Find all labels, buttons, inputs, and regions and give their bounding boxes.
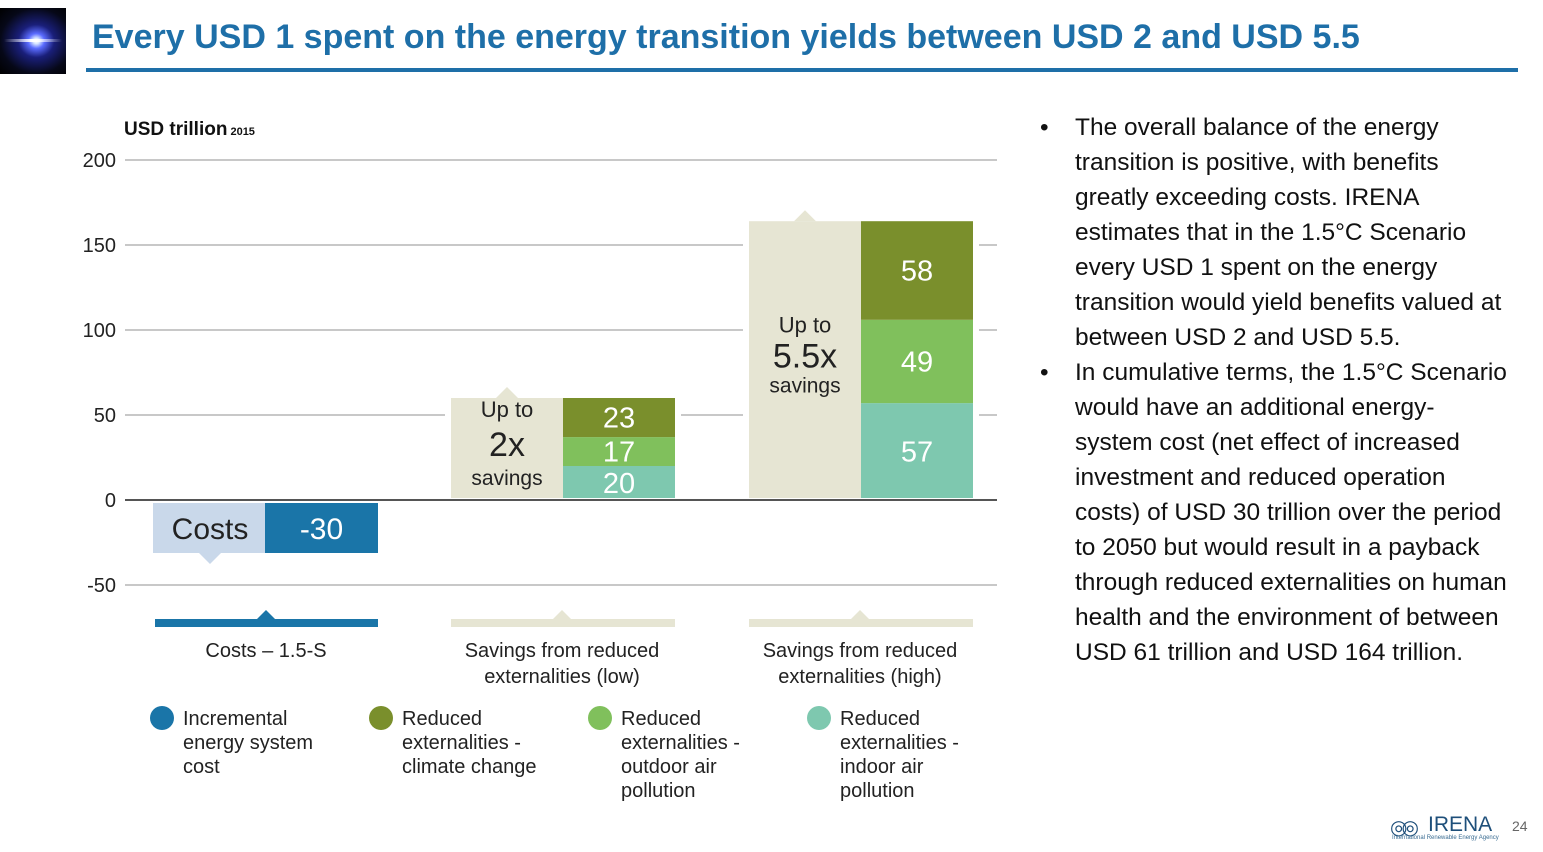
y-tick-label: -50 <box>87 575 116 597</box>
savings-callout-text: Up to <box>779 313 832 338</box>
legend-label: energy system <box>183 732 313 754</box>
bullet-item: In cumulative terms, the 1.5°C Scenario … <box>1040 355 1510 670</box>
legend-label: Reduced <box>402 708 482 730</box>
costs-callout-notch <box>199 553 221 564</box>
bar-value-label: 49 <box>901 346 933 378</box>
bullet-list: The overall balance of the energy transi… <box>1040 110 1510 670</box>
irena-logo-tagline: International Renewable Energy Agency <box>1392 835 1499 841</box>
savings-callout-text: Up to <box>481 397 534 422</box>
irena-logo: ◎◎ IRENA International Renewable Energy … <box>1390 812 1500 844</box>
bar-value-label: 20 <box>603 468 635 500</box>
category-label: Costs – 1.5-S <box>205 640 326 662</box>
savings-callout-panel <box>451 398 563 498</box>
bullet-item: The overall balance of the energy transi… <box>1040 110 1510 355</box>
legend-label: climate change <box>402 756 537 778</box>
legend-label: outdoor air <box>621 756 717 778</box>
category-label: externalities (low) <box>484 666 640 688</box>
legend-swatch <box>369 706 393 730</box>
bar-segment <box>265 503 378 553</box>
header-starburst-image <box>0 8 66 74</box>
bar-value-label: -30 <box>300 513 343 546</box>
legend-label: Reduced <box>621 708 701 730</box>
y-tick-label: 50 <box>94 405 116 427</box>
externalities-bar-chart: USD trillion 2015 200 150 100 50 0 -50 Costs -30 C… <box>83 119 997 802</box>
savings-callout-text: 5.5x <box>773 338 837 376</box>
savings-callout-notch <box>794 210 816 222</box>
category-label: Savings from reduced <box>763 640 958 662</box>
irena-logo-word: IRENA <box>1428 813 1493 836</box>
bar-value-label: 17 <box>603 437 635 469</box>
bar-segment <box>861 403 973 498</box>
category-bracket-notch <box>851 610 869 619</box>
bar-segment <box>563 466 675 498</box>
savings-callout-panel <box>749 221 861 498</box>
category-bracket <box>155 619 378 627</box>
legend-label: pollution <box>621 780 696 802</box>
legend-swatch <box>588 706 612 730</box>
legend-label: Incremental <box>183 708 288 730</box>
category-label: Savings from reduced <box>465 640 660 662</box>
title-underline <box>86 68 1518 72</box>
bar-segment <box>861 221 973 320</box>
page-number: 24 <box>1512 818 1528 834</box>
category-bracket <box>749 619 973 627</box>
category-bracket-notch <box>257 610 275 619</box>
bar-value-label: 58 <box>901 256 933 288</box>
category-bracket <box>451 619 675 627</box>
y-tick-label: 150 <box>83 235 116 257</box>
costs-callout-panel <box>153 503 267 553</box>
irena-rings-icon: ◎◎ <box>1390 817 1419 839</box>
legend-swatch <box>150 706 174 730</box>
legend-label: cost <box>183 756 220 778</box>
slide-title: Every USD 1 spent on the energy transiti… <box>92 18 1360 56</box>
savings-callout-notch <box>496 387 518 398</box>
bar-segment <box>861 319 973 404</box>
legend-label: externalities - <box>621 732 740 754</box>
y-tick-label: 100 <box>83 320 116 342</box>
y-tick-label: 0 <box>105 490 116 512</box>
legend-label: Reduced <box>840 708 920 730</box>
legend-label: pollution <box>840 780 915 802</box>
bar-value-label: 23 <box>603 403 635 435</box>
legend-label: externalities - <box>840 732 959 754</box>
y-axis-unit-label: USD trillion 2015 <box>124 119 255 140</box>
legend-label: indoor air <box>840 756 924 778</box>
bar-segment <box>563 398 675 438</box>
bar-segment <box>563 437 675 466</box>
savings-callout-text: savings <box>471 467 542 490</box>
legend-label: externalities - <box>402 732 521 754</box>
legend-swatch <box>807 706 831 730</box>
savings-callout-text: savings <box>769 375 840 398</box>
category-label: externalities (high) <box>778 666 941 688</box>
costs-callout-text: Costs <box>172 513 249 546</box>
y-tick-label: 200 <box>83 150 116 172</box>
savings-callout-text: 2x <box>489 426 525 464</box>
bar-value-label: 57 <box>901 437 933 469</box>
category-bracket-notch <box>553 610 571 619</box>
